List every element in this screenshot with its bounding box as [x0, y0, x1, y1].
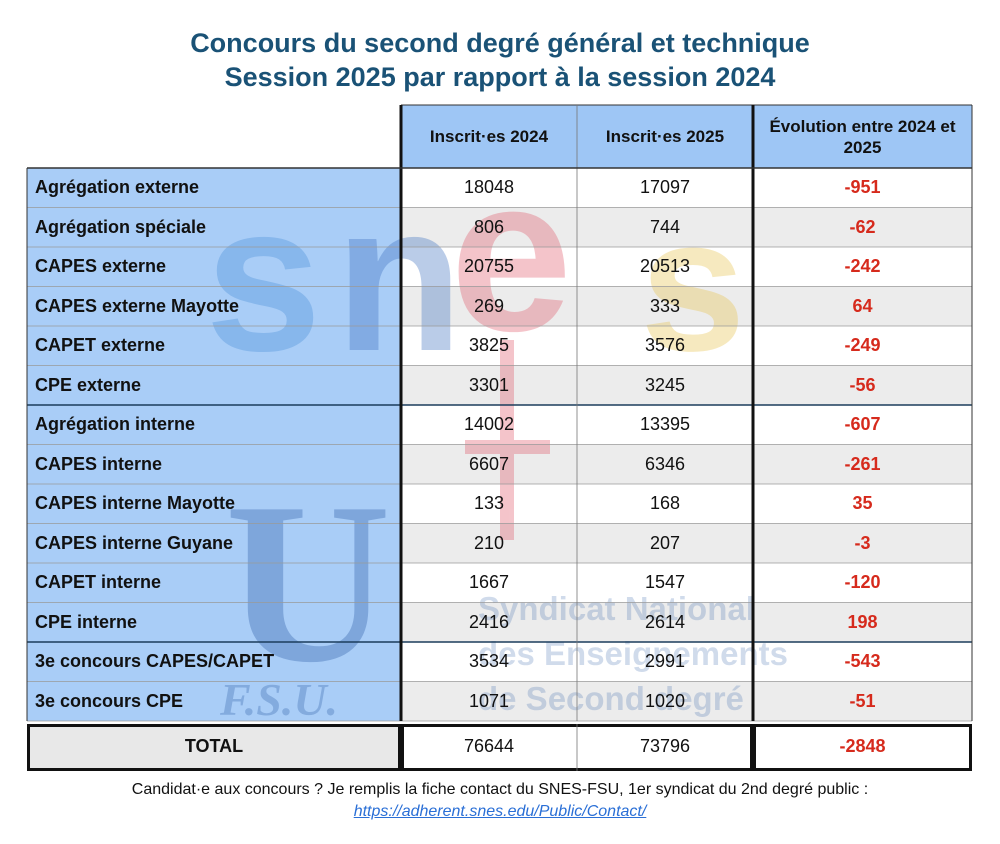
total-evolution: -2848	[839, 736, 886, 756]
value-2025: 6346	[644, 453, 686, 474]
row-label: CAPES interne	[35, 453, 163, 474]
value-2024: 3534	[468, 651, 510, 672]
value-evolution: 35	[852, 493, 873, 514]
value-evolution: -242	[844, 256, 881, 277]
title-line-1: Concours du second degré général et tech…	[190, 28, 810, 58]
value-2025: 168	[649, 493, 681, 514]
footer-text: Candidat·e aux concours ? Je remplis la …	[131, 781, 869, 798]
value-2025: 17097	[639, 177, 691, 198]
value-2024: 14002	[463, 414, 515, 435]
value-2024: 133	[473, 493, 505, 514]
value-2024: 1667	[468, 572, 510, 593]
row-label: CAPES interne Guyane	[35, 532, 234, 553]
value-2025: 3245	[644, 374, 686, 395]
value-2025: 2991	[644, 651, 686, 672]
row-label: CAPET interne	[35, 572, 162, 593]
value-2024: 269	[473, 295, 505, 316]
value-evolution: -62	[849, 216, 876, 237]
value-2024: 3301	[468, 374, 510, 395]
row-label: CAPES interne Mayotte	[35, 493, 236, 514]
value-evolution: -120	[844, 572, 881, 593]
col-header-2025: Inscrit·es 2025	[577, 105, 753, 168]
value-2024: 210	[473, 532, 505, 553]
total-2024: 76644	[463, 736, 515, 756]
value-evolution: -951	[844, 177, 881, 198]
value-evolution: -261	[844, 453, 881, 474]
page-title: Concours du second degré général et tech…	[0, 26, 1000, 94]
col-header-2024: Inscrit·es 2024	[401, 105, 577, 168]
total-2025: 73796	[639, 736, 691, 756]
value-2025: 13395	[639, 414, 691, 435]
value-evolution: 198	[847, 611, 878, 632]
value-2024: 20755	[463, 256, 515, 277]
value-2025: 1020	[644, 690, 686, 711]
contact-link[interactable]: https://adherent.snes.edu/Public/Contact…	[353, 803, 647, 820]
row-label: CAPET externe	[35, 335, 166, 356]
value-2025: 2614	[644, 611, 686, 632]
value-evolution: -543	[844, 651, 881, 672]
value-evolution: -607	[844, 414, 881, 435]
value-2024: 1071	[468, 690, 510, 711]
value-2024: 3825	[468, 335, 510, 356]
row-label: Agrégation externe	[35, 177, 200, 198]
row-label: CAPES externe Mayotte	[35, 295, 240, 316]
value-2025: 333	[649, 295, 681, 316]
value-2025: 207	[649, 532, 681, 553]
row-label: 3e concours CPE	[35, 690, 184, 711]
value-2024: 18048	[463, 177, 515, 198]
value-evolution: -249	[844, 335, 881, 356]
value-evolution: -51	[849, 690, 876, 711]
value-evolution: -56	[849, 374, 876, 395]
value-2024: 806	[473, 216, 505, 237]
row-label: CPE externe	[35, 374, 142, 395]
value-2025: 20513	[639, 256, 691, 277]
value-2025: 744	[649, 216, 681, 237]
value-2025: 3576	[644, 335, 686, 356]
title-line-2: Session 2025 par rapport à la session 20…	[224, 62, 776, 92]
row-label: 3e concours CAPES/CAPET	[35, 651, 275, 672]
col-header-evolution: Évolution entre 2024 et 2025	[753, 105, 972, 168]
row-label: CPE interne	[35, 611, 138, 632]
footer: Candidat·e aux concours ? Je remplis la …	[0, 779, 1000, 823]
total-label: TOTAL	[184, 736, 244, 756]
row-label: Agrégation interne	[35, 414, 196, 435]
value-2024: 6607	[468, 453, 510, 474]
value-2024: 2416	[468, 611, 510, 632]
row-label: Agrégation spéciale	[35, 216, 207, 237]
value-evolution: 64	[852, 295, 873, 316]
row-label: CAPES externe	[35, 256, 167, 277]
value-evolution: -3	[854, 532, 871, 553]
value-2025: 1547	[644, 572, 686, 593]
